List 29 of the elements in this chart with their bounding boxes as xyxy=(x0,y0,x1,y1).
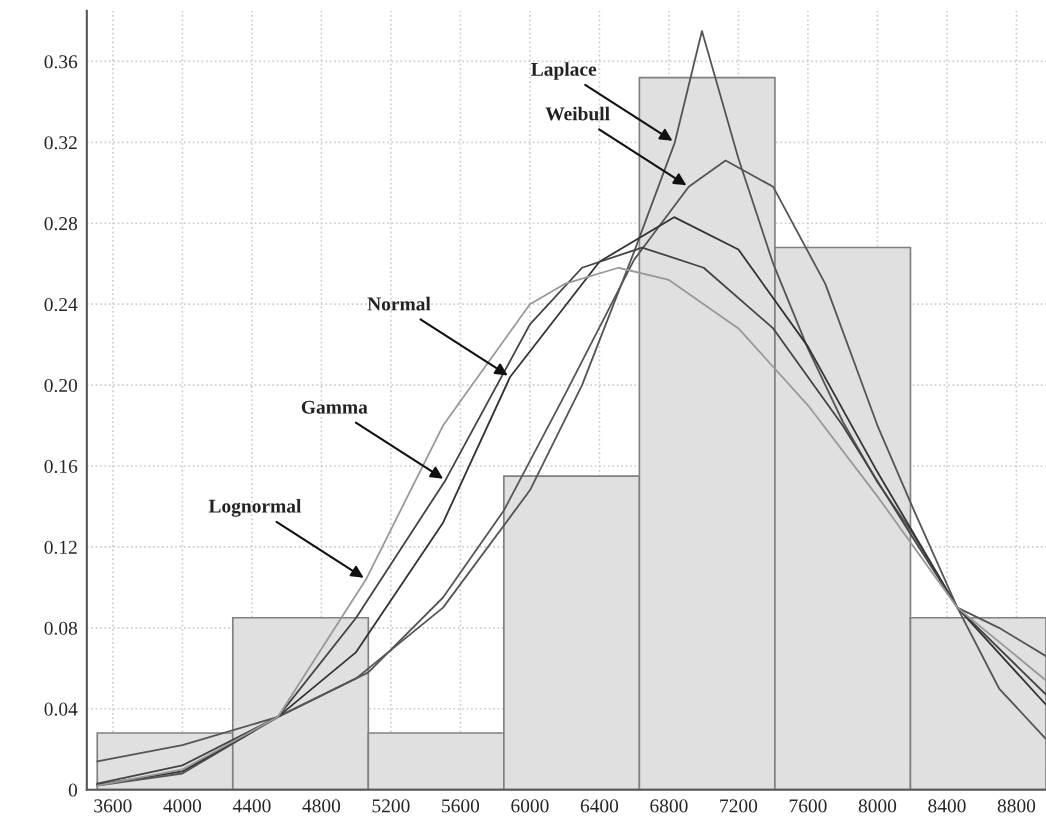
x-tick-label: 8400 xyxy=(928,799,966,813)
x-tick-label: 8000 xyxy=(858,799,897,813)
annotation: Gamma xyxy=(301,400,368,414)
x-tick-label: 3600 xyxy=(94,799,132,813)
annotation: Normal xyxy=(367,296,431,311)
y-tick-label: 0 xyxy=(68,783,78,797)
x-tick-label: 4000 xyxy=(163,799,202,813)
x-tick-label: 6400 xyxy=(580,799,619,813)
x-tick-label: 4400 xyxy=(232,799,271,813)
x-tick-label: 8800 xyxy=(997,799,1036,813)
x-tick-label: 6000 xyxy=(511,799,549,813)
x-tick-label: 7600 xyxy=(789,799,827,813)
y-tick-label: 0.08 xyxy=(44,621,78,635)
y-tick-label: 0.04 xyxy=(44,702,78,716)
y-tick-label: 0.20 xyxy=(44,378,78,393)
y-tick-label: 0.12 xyxy=(44,540,77,554)
y-tick-label: 0.16 xyxy=(44,459,78,474)
x-tick-label: 5600 xyxy=(442,799,480,813)
x-tick-label: 5200 xyxy=(372,799,410,813)
y-tick-label: 0.24 xyxy=(44,297,78,312)
x-tick-label: 6800 xyxy=(650,799,688,813)
x-tick-label: 4800 xyxy=(302,799,341,813)
annotation: Weibull xyxy=(545,106,610,121)
x-tick-label: 7200 xyxy=(720,799,758,813)
y-tick-label: 0.36 xyxy=(44,55,78,69)
annotation: Laplace xyxy=(531,62,597,80)
y-tick-label: 0.32 xyxy=(44,136,77,150)
y-tick-label: 0.28 xyxy=(44,217,78,231)
annotation: Lognormal xyxy=(208,499,302,517)
